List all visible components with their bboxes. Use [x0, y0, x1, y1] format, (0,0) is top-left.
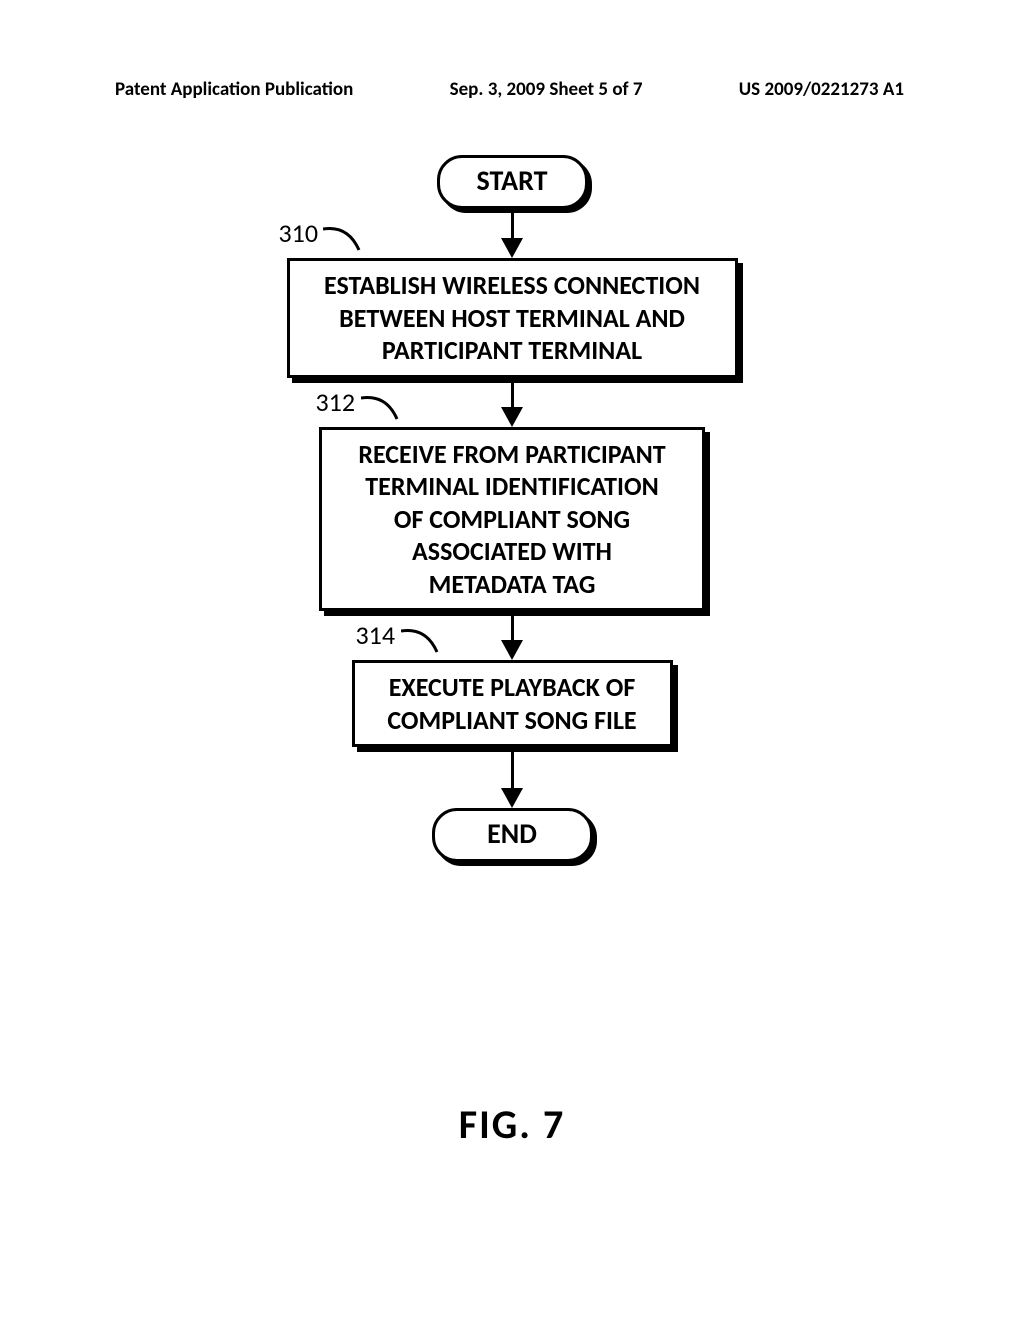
- header-right: US 2009/0221273 A1: [739, 78, 904, 101]
- step2-line5: METADATA TAG: [429, 568, 596, 600]
- start-terminator: START: [437, 155, 588, 209]
- figure-label: FIG. 7: [459, 1100, 566, 1149]
- step1-line2: BETWEEN HOST TERMINAL AND: [339, 302, 685, 334]
- step-2-box: RECEIVE FROM PARTICIPANT TERMINAL IDENTI…: [319, 427, 705, 612]
- flowchart: START 310 ESTABLISH WIRELESS CONNECTION …: [0, 155, 1024, 862]
- header-center: Sep. 3, 2009 Sheet 5 of 7: [450, 78, 643, 101]
- page-header: Patent Application Publication Sep. 3, 2…: [0, 78, 1024, 101]
- ref-312-leader: [361, 391, 401, 421]
- ref-310-leader: [323, 222, 363, 252]
- end-terminator: END: [432, 808, 593, 862]
- ref-312-label: 312: [316, 386, 356, 418]
- arrow-2: [501, 378, 523, 427]
- step1-line1: ESTABLISH WIRELESS CONNECTION: [324, 269, 700, 301]
- step2-line1: RECEIVE FROM PARTICIPANT: [358, 438, 665, 470]
- step1-line3: PARTICIPANT TERMINAL: [382, 334, 642, 366]
- ref-310-label: 310: [279, 217, 319, 249]
- arrow-1: [501, 209, 523, 258]
- arrow-4: [501, 747, 523, 808]
- step2-line2: TERMINAL IDENTIFICATION: [365, 470, 658, 502]
- step3-line1: EXECUTE PLAYBACK OF: [389, 671, 636, 703]
- ref-314-label: 314: [356, 619, 396, 651]
- step-3-box: EXECUTE PLAYBACK OF COMPLIANT SONG FILE: [352, 660, 673, 747]
- ref-314-leader: [401, 624, 441, 654]
- step2-line4: ASSOCIATED WITH: [412, 535, 612, 567]
- step-1-box: ESTABLISH WIRELESS CONNECTION BETWEEN HO…: [287, 258, 738, 378]
- step2-line3: OF COMPLIANT SONG: [394, 503, 630, 535]
- arrow-3: [501, 611, 523, 660]
- step3-line2: COMPLIANT SONG FILE: [387, 704, 636, 736]
- header-left: Patent Application Publication: [115, 78, 353, 101]
